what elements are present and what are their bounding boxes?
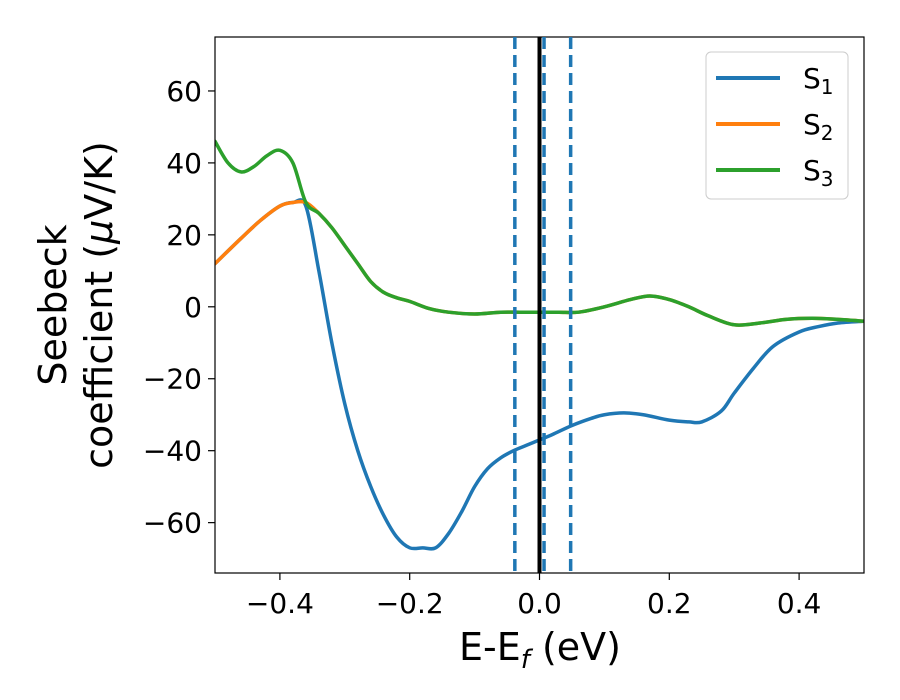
series-line-s3 (215, 139, 864, 327)
x-tick-label: 0.4 (777, 587, 822, 620)
y-tick-label: −60 (143, 507, 202, 540)
x-tick-label: −0.2 (376, 587, 444, 620)
y-axis-label-unit: V/K) (77, 141, 121, 220)
y-tick-label: 40 (166, 147, 202, 180)
legend-label-s2: S2 (803, 108, 834, 145)
y-axis-label-mu: μ (77, 220, 121, 245)
y-axis-label-line1: Seebeck (31, 224, 75, 385)
x-tick-label: 0.0 (517, 587, 562, 620)
legend-label-s1: S1 (803, 62, 834, 99)
y-tick-label: 20 (166, 219, 202, 252)
x-tick-label: −0.4 (246, 587, 314, 620)
y-tick-label: −40 (143, 435, 202, 468)
x-axis: −0.4 −0.2 0.0 0.2 0.4 (246, 573, 821, 620)
y-tick-label: 60 (166, 75, 202, 108)
reference-lines (513, 37, 573, 573)
x-tick-label: 0.2 (647, 587, 692, 620)
y-axis: 60 40 20 0 −20 −40 −60 (143, 75, 215, 540)
y-axis-label-text: coefficient ( (77, 244, 121, 469)
series-line-s1 (215, 198, 864, 551)
series-layer (215, 139, 864, 551)
x-axis-label: E-Ef (eV) (459, 625, 621, 675)
y-tick-label: 0 (184, 291, 202, 324)
legend: S1 S2 S3 (705, 51, 849, 200)
legend-label-s3: S3 (803, 154, 834, 191)
y-axis-label-line2: coefficient (μV/K) (77, 141, 121, 469)
x-axis-label-unit: (eV) (530, 625, 621, 669)
y-tick-label: −20 (143, 363, 202, 396)
x-axis-label-main: E-E (459, 625, 521, 669)
